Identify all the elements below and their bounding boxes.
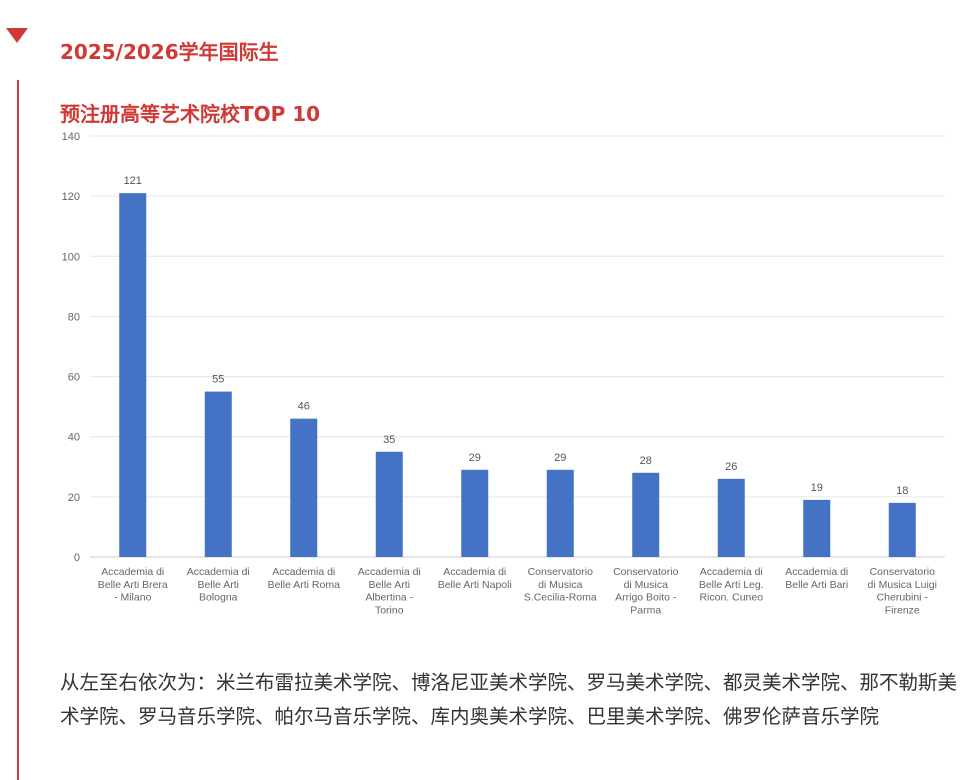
x-tick-label: Accademia di Belle Arti Roma bbox=[268, 566, 341, 591]
data-label: 26 bbox=[725, 461, 737, 473]
x-tick-label: Conservatorio di Musica S.Cecilia-Roma bbox=[524, 566, 597, 604]
title-line-2: 预注册高等艺术院校TOP 10 bbox=[60, 102, 321, 126]
title-line-1: 2025/2026学年国际生 bbox=[60, 40, 279, 64]
bar bbox=[546, 469, 574, 557]
data-label: 28 bbox=[640, 455, 652, 467]
bar bbox=[632, 472, 660, 557]
page-title: 2025/2026学年国际生 预注册高等艺术院校TOP 10 bbox=[60, 6, 320, 161]
x-tick-label: Conservatorio di Musica Luigi Cherubini -F… bbox=[868, 566, 937, 616]
data-label: 29 bbox=[554, 452, 566, 464]
bar bbox=[803, 499, 831, 557]
x-tick-label: Accademia di Belle Arti Bologna bbox=[187, 566, 250, 604]
bar bbox=[888, 502, 916, 557]
y-tick-label: 0 bbox=[74, 552, 80, 564]
y-tick-label: 60 bbox=[68, 372, 80, 384]
bar bbox=[461, 469, 489, 557]
triangle-down-icon bbox=[6, 28, 28, 43]
caption-text: 从左至右依次为：米兰布雷拉美术学院、博洛尼亚美术学院、罗马美术学院、都灵美术学院… bbox=[60, 671, 958, 728]
y-tick-label: 40 bbox=[68, 432, 80, 444]
data-label: 46 bbox=[298, 401, 310, 413]
data-label: 35 bbox=[383, 434, 395, 446]
accent-vertical-line bbox=[17, 80, 19, 780]
x-tick-label: Accademia di Belle Arti Bari bbox=[785, 566, 848, 591]
y-tick-label: 80 bbox=[68, 311, 80, 323]
data-label: 19 bbox=[811, 482, 823, 494]
data-label: 29 bbox=[469, 452, 481, 464]
data-label: 18 bbox=[896, 485, 908, 497]
bar bbox=[717, 478, 745, 557]
bar bbox=[204, 391, 232, 557]
x-tick-label: Conservatorio di Musica Arrigo Boito -Parm… bbox=[613, 566, 679, 616]
y-tick-label: 120 bbox=[62, 191, 80, 203]
bar bbox=[290, 418, 318, 557]
y-tick-label: 20 bbox=[68, 492, 80, 504]
y-tick-label: 100 bbox=[62, 251, 80, 263]
data-label: 55 bbox=[212, 374, 224, 386]
bar-chart: 0 20 40 60 80 100 120 140 121 Accademia di Belle A… bbox=[62, 131, 945, 616]
x-tick-label: Accademia di Belle Arti Napoli bbox=[438, 566, 512, 591]
x-tick-label: Accademia di Belle Arti Brera - Milano bbox=[98, 566, 168, 604]
data-label: 121 bbox=[124, 175, 142, 187]
x-tick-label: Accademia di Belle Arti Leg. Ricon. Cuneo bbox=[699, 566, 764, 604]
bar bbox=[119, 193, 147, 557]
bar bbox=[375, 451, 403, 557]
x-tick-label: Accademia di Belle Arti Albertina -Torino bbox=[358, 566, 421, 616]
y-tick-label: 140 bbox=[62, 131, 80, 143]
